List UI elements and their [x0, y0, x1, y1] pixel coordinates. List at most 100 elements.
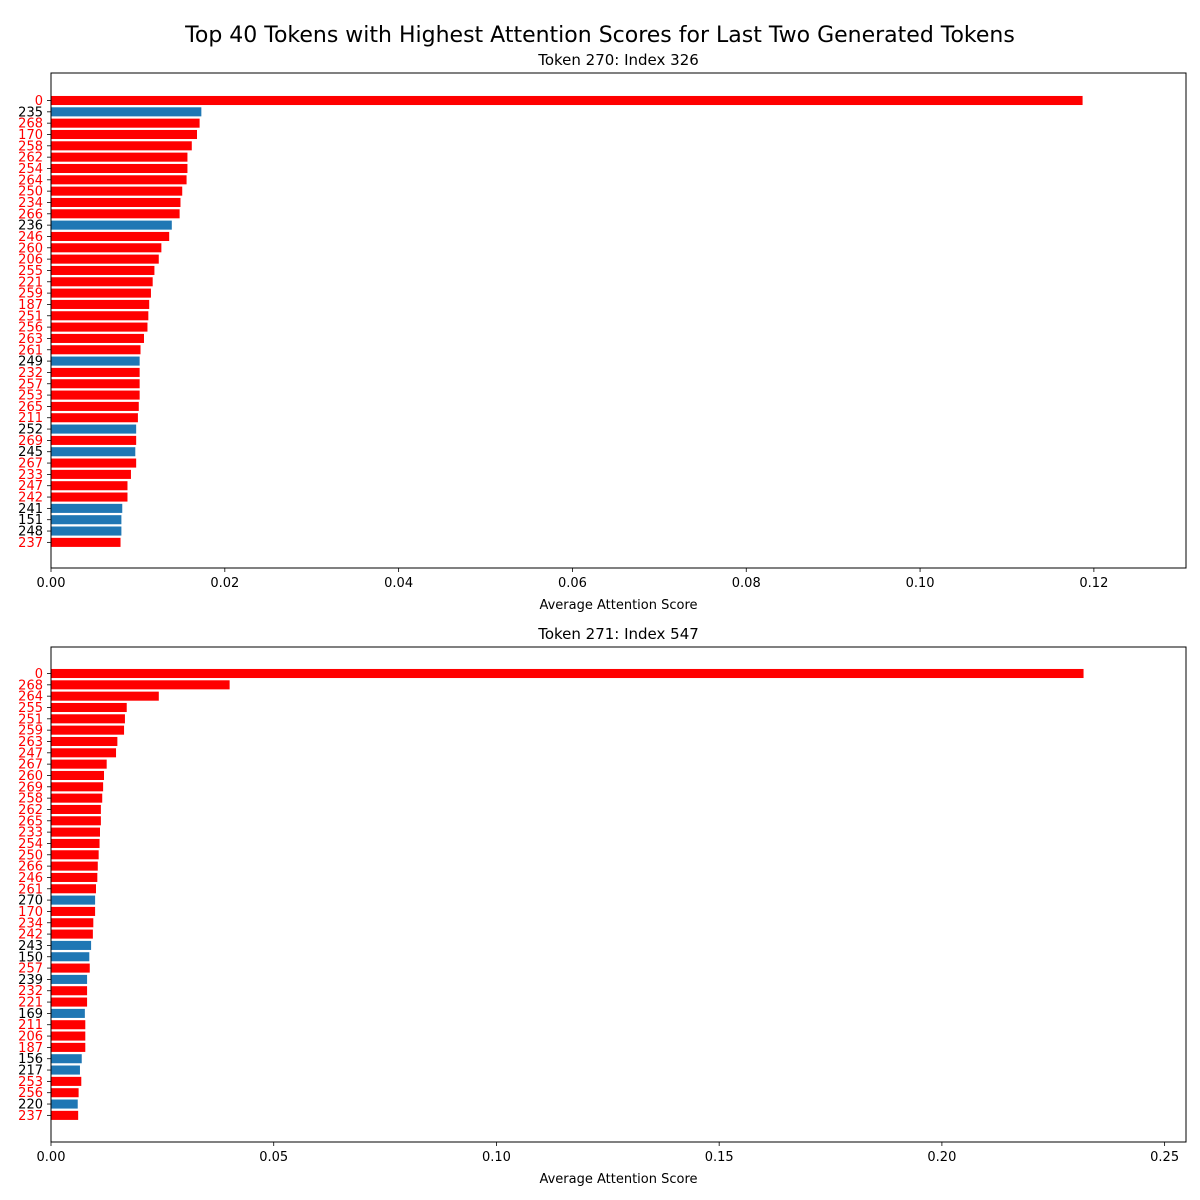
y-tick-label: 237	[18, 536, 43, 551]
y-tick-label: 261	[18, 882, 43, 897]
y-tick-label: 269	[18, 780, 43, 795]
y-tick-label: 250	[18, 185, 43, 200]
y-tick-label: 220	[18, 1098, 43, 1113]
y-tick-label: 251	[18, 309, 43, 324]
bar-token-221	[51, 277, 153, 287]
bar-token-264	[51, 175, 187, 185]
y-tick-label: 262	[18, 803, 43, 818]
y-tick-label: 254	[18, 837, 43, 852]
y-tick-label: 211	[18, 411, 43, 426]
bar-token-243	[51, 940, 92, 950]
bar-token-242	[51, 929, 93, 939]
bar-token-156	[51, 1054, 82, 1064]
bar-token-233	[51, 827, 100, 837]
y-tick-label: 151	[18, 513, 43, 528]
y-tick-label: 267	[18, 758, 43, 773]
y-tick-label: 254	[18, 162, 43, 177]
y-tick-label: 170	[18, 128, 43, 143]
bar-token-232	[51, 986, 88, 996]
bar-token-239	[51, 974, 88, 984]
y-tick-label: 232	[18, 366, 43, 381]
chart-title: Token 270: Index 326	[537, 51, 699, 69]
y-tick-label: 246	[18, 230, 43, 245]
x-tick-label: 0.10	[906, 576, 935, 591]
bar-token-254	[51, 163, 188, 174]
bar-token-265	[51, 401, 139, 411]
bar-token-263	[51, 333, 144, 343]
chart-title: Token 271: Index 547	[537, 625, 699, 643]
x-tick-label: 0.25	[1150, 1150, 1179, 1165]
y-tick-label: 217	[18, 1064, 43, 1079]
y-tick-label: 262	[18, 151, 43, 166]
bar-token-247	[51, 481, 128, 491]
bar-token-264	[51, 691, 159, 701]
y-tick-label: 255	[18, 701, 43, 716]
bar-token-246	[51, 872, 98, 882]
y-tick-label: 256	[18, 1086, 43, 1101]
y-tick-label: 261	[18, 343, 43, 358]
y-tick-label: 245	[18, 445, 43, 460]
y-tick-label: 259	[18, 724, 43, 739]
y-tick-label: 187	[18, 298, 43, 313]
y-tick-label: 239	[18, 973, 43, 988]
x-tick-label: 0.06	[558, 576, 587, 591]
y-tick-label: 221	[18, 996, 43, 1011]
bar-token-221	[51, 997, 88, 1007]
y-tick-label: 253	[18, 389, 43, 404]
bar-token-251	[51, 311, 149, 321]
x-axis-label: Average Attention Score	[539, 598, 697, 613]
bar-token-253	[51, 390, 140, 400]
y-tick-label: 250	[18, 848, 43, 863]
y-tick-label: 265	[18, 814, 43, 829]
bar-token-237	[51, 537, 121, 547]
bar-token-232	[51, 367, 140, 377]
bar-token-211	[51, 413, 138, 423]
y-tick-label: 187	[18, 1041, 43, 1056]
y-tick-label: 252	[18, 423, 43, 438]
y-tick-label: 255	[18, 264, 43, 279]
y-tick-label: 206	[18, 253, 43, 268]
y-tick-label: 236	[18, 219, 43, 234]
bar-token-256	[51, 1088, 79, 1098]
x-tick-label: 0.10	[482, 1150, 511, 1165]
bar-token-0	[51, 668, 1084, 679]
bar-token-259	[51, 288, 151, 298]
y-tick-label: 0	[35, 667, 43, 682]
y-tick-label: 233	[18, 826, 43, 841]
y-tick-label: 247	[18, 479, 43, 494]
bar-token-261	[51, 345, 141, 355]
x-tick-label: 0.00	[37, 1150, 66, 1165]
bar-token-150	[51, 952, 90, 962]
x-tick-label: 0.00	[37, 576, 66, 591]
bar-token-270	[51, 895, 96, 905]
y-tick-label: 211	[18, 1018, 43, 1033]
y-tick-label: 268	[18, 678, 43, 693]
bar-token-248	[51, 526, 122, 536]
y-tick-label: 169	[18, 1007, 43, 1022]
y-tick-label: 251	[18, 712, 43, 727]
y-tick-label: 256	[18, 321, 43, 336]
bar-token-187	[51, 1042, 86, 1052]
bar-token-246	[51, 231, 170, 241]
y-tick-label: 242	[18, 491, 43, 506]
bar-token-258	[51, 793, 103, 803]
axes-frame	[50, 646, 1187, 1143]
bar-token-261	[51, 884, 96, 894]
x-tick-label: 0.12	[1079, 576, 1108, 591]
y-tick-label: 258	[18, 792, 43, 807]
bar-token-263	[51, 736, 118, 747]
y-tick-label: 260	[18, 241, 43, 256]
bar-token-252	[51, 424, 137, 434]
y-tick-label: 264	[18, 173, 43, 188]
bar-token-257	[51, 963, 90, 973]
figure-title: Top 40 Tokens with Highest Attention Sco…	[184, 23, 1015, 48]
bar-token-206	[51, 254, 159, 264]
bar-token-256	[51, 322, 148, 332]
bar-token-250	[51, 850, 99, 860]
bar-token-235	[51, 107, 202, 117]
bar-token-245	[51, 447, 136, 457]
bar-token-234	[51, 918, 94, 928]
y-tick-label: 0	[35, 94, 43, 109]
y-tick-label: 266	[18, 207, 43, 222]
y-tick-label: 233	[18, 468, 43, 483]
